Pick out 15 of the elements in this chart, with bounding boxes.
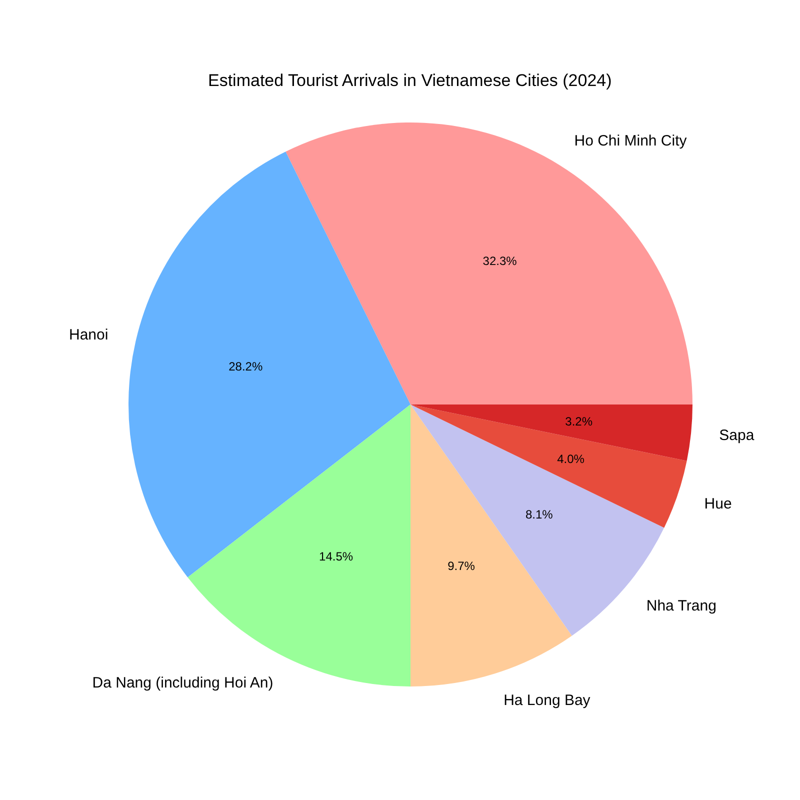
chart-title: Estimated Tourist Arrivals in Vietnamese Cities (2024): [208, 71, 612, 90]
slice-label: Ho Chi Minh City: [574, 132, 688, 150]
slice-label: Hanoi: [69, 326, 108, 344]
data-label: 9.7%: [448, 558, 476, 573]
data-label: 28.2%: [228, 360, 263, 374]
slice-label: Nha Trang: [646, 597, 716, 614]
data-label: 14.5%: [319, 549, 354, 564]
data-label: 4.0%: [557, 452, 585, 466]
slice-label: Sapa: [719, 427, 755, 444]
data-label: 3.2%: [565, 414, 593, 428]
slice-label: Ha Long Bay: [504, 692, 591, 709]
slice-label: Da Nang (including Hoi An): [92, 674, 274, 692]
data-label: 32.3%: [482, 254, 518, 268]
slice-label: Hue: [704, 496, 732, 513]
data-label: 8.1%: [525, 507, 554, 522]
